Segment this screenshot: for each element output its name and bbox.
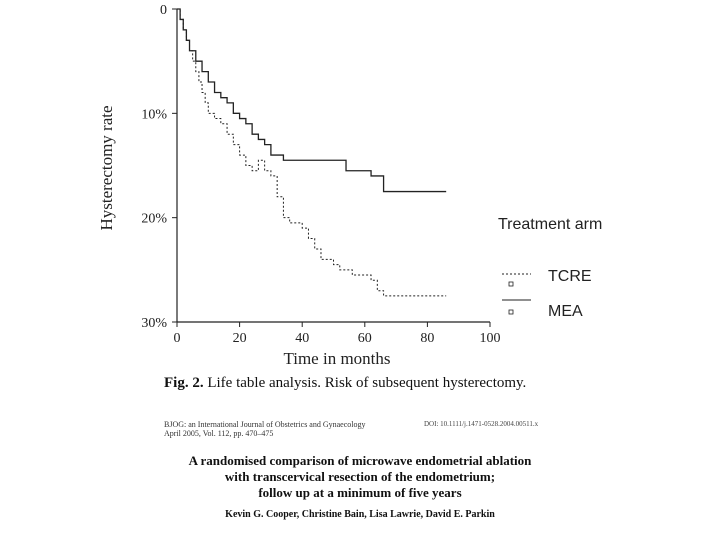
y-axis-label: Hysterectomy rate [97,105,116,230]
series-line-mea [177,8,447,193]
series-line-tcre [177,8,447,297]
series-group [177,8,447,297]
caption-text: Life table analysis. Risk of subsequent … [203,375,527,391]
paper-title: A randomised comparison of microwave end… [100,453,620,501]
x-tick-label: 100 [480,331,501,346]
paper-title-line-2: with transcervical resection of the endo… [224,469,496,484]
legend-marker-tcre [508,281,514,287]
y-tick-label: 30% [141,316,167,331]
journal-line-1: BJOG: an International Journal of Obstet… [164,420,366,429]
axis-ticks: 0 20 40 60 80 100 0 10% 20% 30% [141,3,500,346]
caption-prefix: Fig. 2. [164,375,204,391]
figure-caption: Fig. 2. Life table analysis. Risk of sub… [164,375,526,392]
paper-authors: Kevin G. Cooper, Christine Bain, Lisa La… [225,509,495,520]
x-tick-label: 40 [295,331,309,346]
legend-label-mea: MEA [548,303,583,320]
legend-label-tcre: TCRE [548,268,592,285]
legend-title: Treatment arm [498,216,602,233]
chart-svg: 0 20 40 60 80 100 0 10% 20% 30% Hysterectomy rate… [97,3,602,368]
paper-title-line-1: A randomised comparison of microwave end… [188,453,532,468]
legend-marker-mea [508,309,514,315]
paper-title-line-3: follow up at a minimum of five years [258,485,462,500]
y-tick-label: 0 [160,3,167,18]
x-tick-label: 0 [174,331,181,346]
x-tick-label: 80 [420,331,434,346]
journal-line-2: April 2005, Vol. 112, pp. 470–475 [164,429,274,438]
y-tick-label: 10% [141,107,167,122]
journal-info: BJOG: an International Journal of Obstet… [164,420,366,438]
y-tick-label: 20% [141,212,167,227]
legend: Treatment arm TCRE MEA [498,216,602,320]
x-tick-label: 20 [233,331,247,346]
x-tick-label: 60 [358,331,372,346]
x-axis-label: Time in months [283,349,390,368]
doi-text: DOI: 10.1111/j.1471-0528.2004.00511.x [424,420,539,428]
